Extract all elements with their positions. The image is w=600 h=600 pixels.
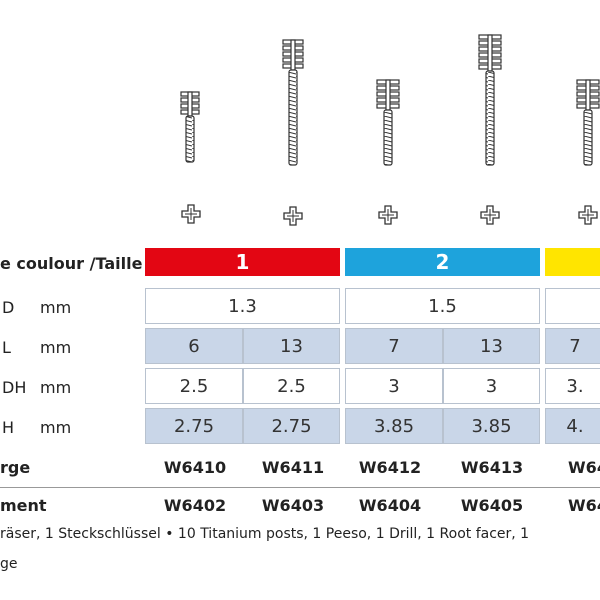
contents-2: ge (0, 556, 18, 572)
article-code: W6403 (261, 496, 325, 515)
spec-cell: 3.85 (443, 408, 540, 444)
article-code: W6402 (163, 496, 227, 515)
article-code: W6411 (261, 458, 325, 477)
row-unit: mm (40, 297, 72, 317)
spec-cell (545, 288, 600, 324)
spec-cell: 3.85 (345, 408, 443, 444)
row-label: H (2, 417, 15, 437)
spec-cell: 2.75 (145, 408, 243, 444)
spec-cell: 13 (243, 328, 340, 364)
row-unit: mm (40, 377, 72, 397)
row-unit: mm (40, 337, 72, 357)
row-label: L (2, 337, 11, 357)
article-label: rge (0, 458, 31, 477)
article-code: W64 (568, 496, 600, 515)
spec-cell: 3 (345, 368, 443, 404)
article-code: W6405 (460, 496, 524, 515)
spec-cell: 1.5 (345, 288, 540, 324)
spec-cell: 4. (545, 408, 600, 444)
article-code: W6410 (163, 458, 227, 477)
row-label: D (2, 297, 15, 317)
row-unit: mm (40, 417, 72, 437)
size-header-label: e coulour /Taille (0, 253, 143, 273)
spec-cell: 6 (145, 328, 243, 364)
post-illustrations (180, 34, 600, 226)
spec-cell: 2.5 (243, 368, 340, 404)
spec-cell: 13 (443, 328, 540, 364)
size-header: 1 (145, 248, 340, 276)
size-header-yellow (545, 248, 600, 276)
article-label: ment (0, 496, 47, 515)
article-code: W64 (568, 458, 600, 477)
spec-cell: 3. (545, 368, 600, 404)
size-header: 2 (345, 248, 540, 276)
article-code: W6412 (358, 458, 422, 477)
spec-cell: 3 (443, 368, 540, 404)
row-label: DH (2, 377, 27, 397)
spec-cell: 2.5 (145, 368, 243, 404)
spec-cell: 7 (545, 328, 600, 364)
spec-cell: 7 (345, 328, 443, 364)
spec-cell: 2.75 (243, 408, 340, 444)
divider (0, 487, 600, 488)
contents: räser, 1 Steckschlüssel • 10 Titanium po… (0, 526, 530, 542)
spec-cell: 1.3 (145, 288, 340, 324)
article-code: W6413 (460, 458, 524, 477)
article-code: W6404 (358, 496, 422, 515)
